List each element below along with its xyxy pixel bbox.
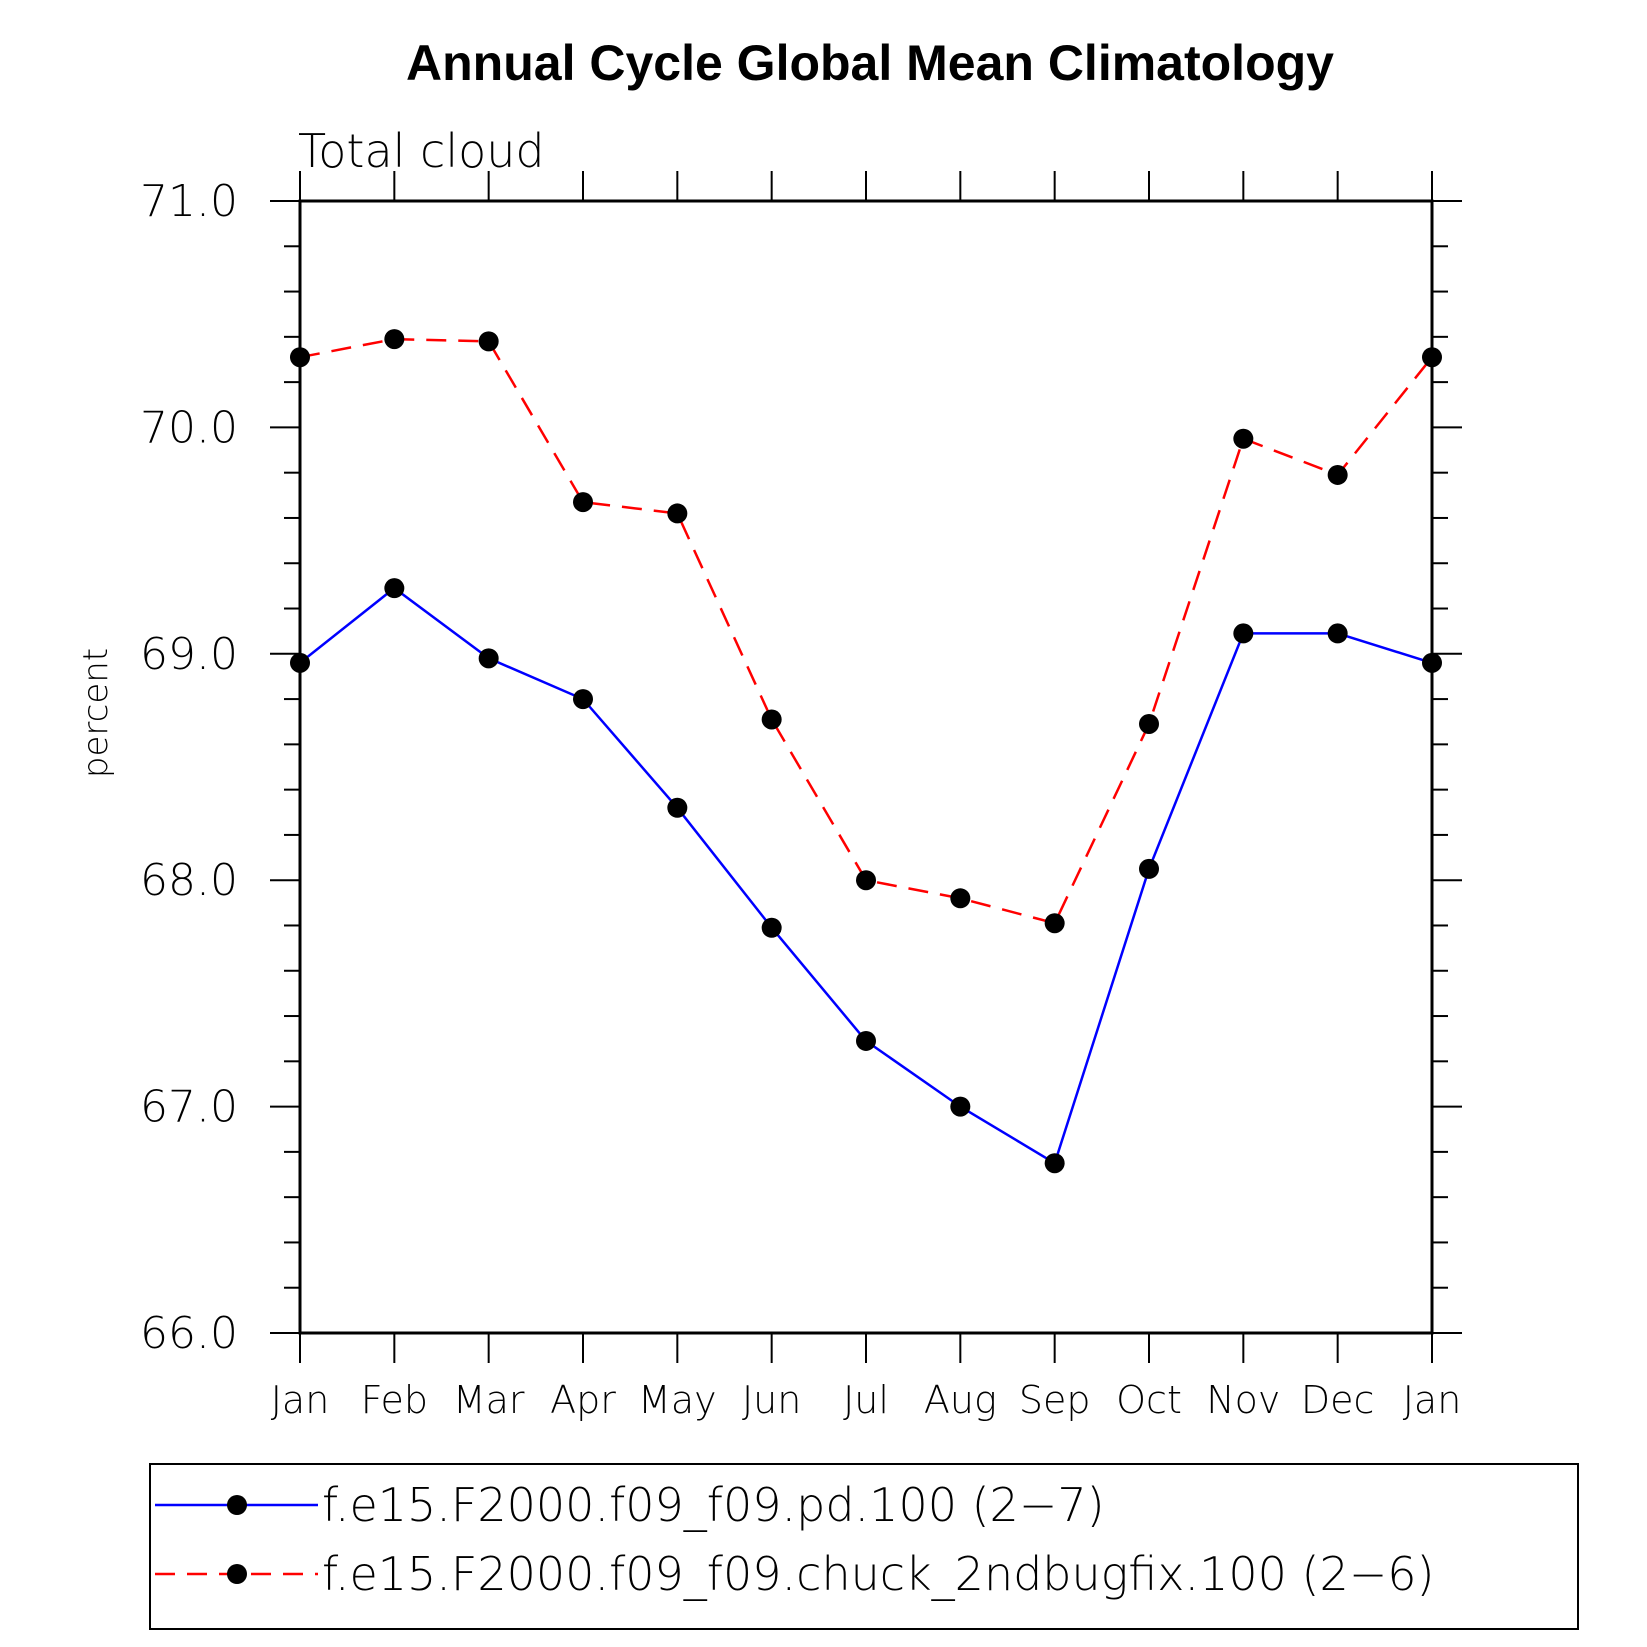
data-point-series-1 [290, 347, 310, 368]
x-tick-label: Dec [1301, 1378, 1375, 1422]
data-point-series-0 [761, 917, 782, 938]
data-point-series-0 [1422, 652, 1442, 673]
data-point-series-1 [950, 888, 971, 909]
y-tick-label: 70.0 [140, 402, 238, 453]
y-tick-label: 66.0 [140, 1308, 238, 1359]
y-tick-label: 71.0 [140, 176, 238, 227]
y-axis-label: percent [76, 648, 116, 778]
legend-marker-series-1 [227, 1564, 247, 1584]
data-point-series-0 [856, 1030, 876, 1051]
data-point-series-1 [384, 329, 405, 350]
data-point-series-0 [384, 578, 405, 599]
legend-label-series-0: f.e15.F2000.f09_f09.pd.100 (2−7) [322, 1478, 1105, 1532]
data-point-series-1 [667, 503, 688, 524]
chart-title: Annual Cycle Global Mean Climatology [406, 35, 1334, 91]
data-point-series-0 [1139, 858, 1159, 879]
data-point-series-1 [1233, 428, 1254, 449]
x-tick-label: Mar [453, 1378, 525, 1422]
data-point-series-0 [1233, 623, 1254, 644]
legend-label-series-1: f.e15.F2000.f09_f09.chuck_2ndbugfix.100 … [322, 1547, 1434, 1601]
data-point-series-1 [1044, 913, 1065, 934]
axis-ticks [270, 171, 1462, 1363]
legend: f.e15.F2000.f09_f09.pd.100 (2−7) f.e15.F… [149, 1463, 1579, 1630]
chart-subtitle: Total cloud [298, 124, 545, 178]
y-tick-label: 69.0 [140, 629, 238, 680]
data-point-series-0 [1327, 623, 1348, 644]
x-tick-label: May [638, 1378, 717, 1422]
x-tick-label: Jan [1403, 1378, 1462, 1422]
series-layer [290, 329, 1442, 1174]
x-tick-label: Jun [742, 1378, 801, 1422]
x-tick-label: Oct [1116, 1378, 1182, 1422]
data-point-series-1 [1139, 713, 1159, 734]
data-point-series-0 [573, 689, 593, 710]
x-tick-label: Jul [843, 1378, 889, 1422]
data-point-series-1 [856, 870, 876, 891]
x-tick-label: Feb [361, 1378, 428, 1422]
legend-marker-series-0 [227, 1495, 247, 1515]
series-line-1 [299, 337, 1433, 925]
data-point-series-1 [573, 492, 593, 513]
data-point-series-0 [478, 648, 499, 669]
data-point-series-1 [478, 331, 499, 352]
data-point-series-0 [290, 652, 310, 673]
x-tick-label: Jan [271, 1378, 330, 1422]
x-tick-label: Nov [1206, 1378, 1280, 1422]
data-point-series-0 [950, 1096, 971, 1117]
x-tick-label: Apr [550, 1378, 616, 1422]
data-point-series-1 [761, 709, 782, 730]
data-point-series-0 [667, 797, 688, 818]
x-tick-label: Sep [1019, 1378, 1091, 1422]
x-tick-label: Aug [924, 1378, 997, 1422]
data-point-series-1 [1422, 347, 1442, 368]
data-point-series-0 [1044, 1153, 1065, 1174]
y-tick-label: 68.0 [140, 855, 238, 906]
data-point-series-1 [1327, 464, 1348, 485]
legend-box [149, 1463, 1579, 1630]
axis-tick-labels: 66.0 67.0 68.0 69.0 70.0 71.0 Jan Feb Mar Apr May J… [140, 176, 1461, 1422]
y-tick-label: 67.0 [140, 1082, 238, 1133]
plot-frame [298, 199, 1434, 1335]
